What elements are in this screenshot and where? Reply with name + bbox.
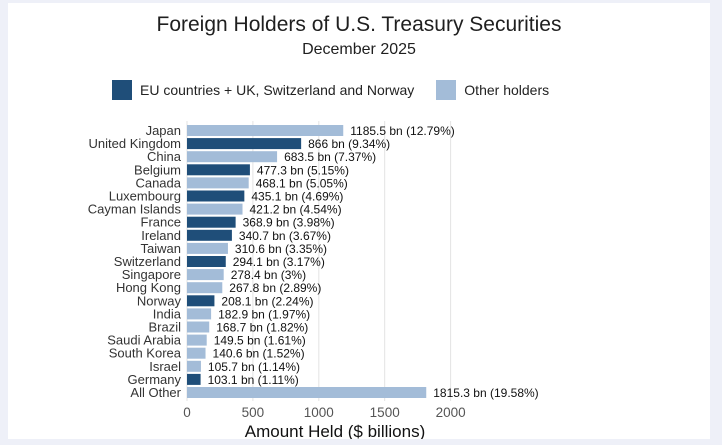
bar-20 <box>187 387 427 398</box>
bar-16 <box>187 334 207 346</box>
category-label-15: Brazil <box>148 320 181 335</box>
legend-item-eu: EU countries + UK, Switzerland and Norwa… <box>112 80 414 100</box>
chart-title: Foreign Holders of U.S. Treasury Securit… <box>156 13 562 36</box>
bar-10 <box>187 256 226 267</box>
bar-3 <box>187 164 250 176</box>
bar-15 <box>187 321 210 333</box>
category-label-11: Singapore <box>122 267 181 282</box>
category-label-7: France <box>141 215 181 230</box>
bar-6 <box>187 203 243 215</box>
value-label-7: 368.9 bn (3.98%) <box>243 216 335 230</box>
value-label-5: 435.1 bn (4.69%) <box>251 190 343 204</box>
bar-18 <box>187 360 201 372</box>
value-label-20: 1815.3 bn (19.58%) <box>433 386 538 400</box>
value-label-12: 267.8 bn (2.89%) <box>229 281 321 295</box>
category-label-3: Belgium <box>134 162 181 177</box>
value-label-19: 103.1 bn (1.11%) <box>208 373 299 387</box>
x-tick-label-4: 2000 <box>436 405 466 420</box>
bar-9 <box>187 242 228 254</box>
category-label-18: Israel <box>149 359 181 374</box>
legend-swatch-eu <box>112 80 132 100</box>
category-label-12: Hong Kong <box>116 280 181 295</box>
value-label-14: 182.9 bn (1.97%) <box>218 307 310 321</box>
category-label-2: China <box>147 149 182 164</box>
category-label-6: Cayman Islands <box>88 202 182 217</box>
value-label-1: 866 bn (9.34%) <box>308 137 390 151</box>
value-label-10: 294.1 bn (3.17%) <box>233 255 325 269</box>
category-label-13: Norway <box>137 293 182 308</box>
value-label-16: 149.5 bn (1.61%) <box>214 334 306 348</box>
value-label-13: 208.1 bn (2.24%) <box>221 294 313 308</box>
x-tick-label-2: 1000 <box>304 405 334 420</box>
category-label-16: Saudi Arabia <box>107 333 181 348</box>
category-label-4: Canada <box>135 175 181 190</box>
value-label-9: 310.6 bn (3.35%) <box>235 242 327 256</box>
category-label-17: South Korea <box>109 346 182 361</box>
bar-13 <box>187 295 215 307</box>
bar-19 <box>187 373 201 385</box>
bar-0 <box>187 125 344 136</box>
value-label-2: 683.5 bn (7.37%) <box>284 150 376 164</box>
chart-subtitle: December 2025 <box>302 41 416 58</box>
value-label-18: 105.7 bn (1.14%) <box>208 360 300 374</box>
value-label-8: 340.7 bn (3.67%) <box>239 229 331 243</box>
bar-7 <box>187 216 236 228</box>
category-label-1: United Kingdom <box>89 136 182 151</box>
category-label-14: India <box>153 306 182 321</box>
bar-12 <box>187 282 223 294</box>
category-label-19: Germany <box>128 372 182 387</box>
bar-chart-svg: Japan 1185.5 bn (12.79%) United Kingdom 866… <box>88 121 539 439</box>
chart-legend: EU countries + UK, Switzerland and Norwa… <box>112 80 571 100</box>
x-tick-label-0: 0 <box>183 405 191 420</box>
category-label-20: All Other <box>130 385 181 400</box>
bar-11 <box>187 269 224 281</box>
legend-label-eu: EU countries + UK, Switzerland and Norwa… <box>140 82 415 98</box>
bar-8 <box>187 229 232 241</box>
chart-card: Foreign Holders of U.S. Treasury Securit… <box>8 3 710 439</box>
value-label-0: 1185.5 bn (12.79%) <box>350 124 455 138</box>
value-label-4: 468.1 bn (5.05%) <box>256 176 348 190</box>
x-tick-label-1: 500 <box>242 405 265 420</box>
value-label-3: 477.3 bn (5.15%) <box>257 163 349 177</box>
x-tick-label-3: 1500 <box>370 405 400 420</box>
bar-1 <box>187 138 302 150</box>
category-label-10: Switzerland <box>114 254 181 269</box>
bar-14 <box>187 308 212 320</box>
x-axis-title: Amount Held ($ billions) <box>245 422 425 439</box>
bar-17 <box>187 347 206 359</box>
value-label-17: 140.6 bn (1.52%) <box>213 347 305 361</box>
value-label-11: 278.4 bn (3%) <box>231 268 306 282</box>
bar-4 <box>187 177 249 189</box>
bar-2 <box>187 151 278 163</box>
category-label-5: Luxembourg <box>109 189 181 204</box>
value-label-6: 421.2 bn (4.54%) <box>250 203 342 217</box>
category-label-8: Ireland <box>141 228 181 243</box>
legend-item-other: Other holders <box>436 80 549 100</box>
bar-5 <box>187 190 245 202</box>
category-label-0: Japan <box>146 123 181 138</box>
value-label-15: 168.7 bn (1.82%) <box>216 321 308 335</box>
legend-swatch-other <box>436 80 457 100</box>
legend-label-other: Other holders <box>464 82 550 98</box>
category-label-9: Taiwan <box>141 241 181 256</box>
